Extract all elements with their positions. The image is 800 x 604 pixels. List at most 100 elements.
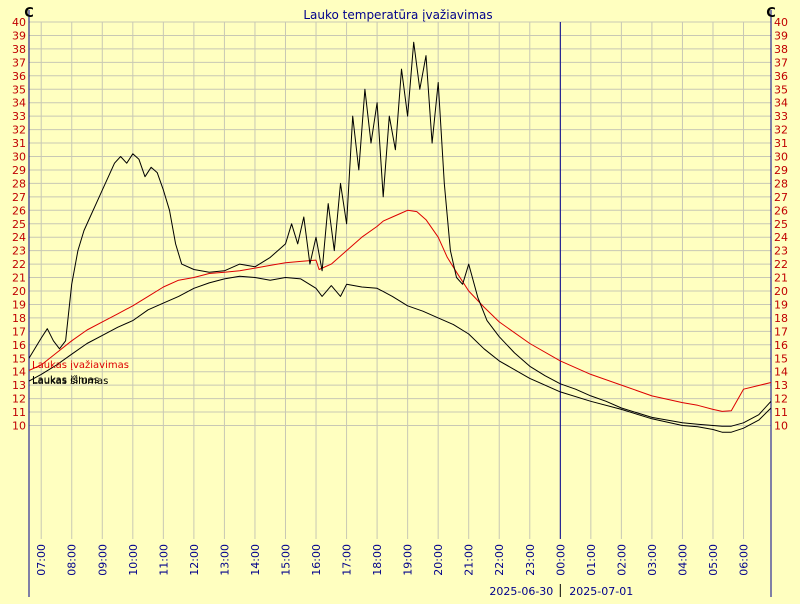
y-tick-label-right: 35	[774, 83, 788, 96]
x-tick-label: 22:00	[493, 544, 506, 576]
x-tick-label: 05:00	[707, 544, 720, 576]
series-line-1	[28, 209, 772, 412]
y-tick-label-right: 11	[774, 406, 788, 419]
y-tick-label-right: 22	[774, 258, 788, 271]
y-tick-label-left: 40	[12, 16, 26, 29]
y-tick-label-left: 30	[12, 151, 26, 164]
date-label-after: 2025-07-01	[569, 585, 633, 598]
y-tick-label-left: 12	[12, 393, 26, 406]
y-tick-label-left: 27	[12, 191, 26, 204]
series-line-3	[28, 275, 772, 433]
y-tick-label-left: 10	[12, 420, 26, 433]
y-tick-label-right: 37	[774, 56, 788, 69]
y-tick-label-left: 11	[12, 406, 26, 419]
x-tick-label: 03:00	[646, 544, 659, 576]
x-tick-label: 20:00	[432, 544, 445, 576]
y-tick-label-left: 16	[12, 339, 26, 352]
y-tick-label-left: 15	[12, 352, 26, 365]
x-tick-label: 17:00	[341, 544, 354, 576]
y-tick-label-right: 15	[774, 352, 788, 365]
y-tick-label-right: 21	[774, 272, 788, 285]
y-tick-label-right: 23	[774, 245, 788, 258]
y-tick-label-left: 20	[12, 285, 26, 298]
x-tick-label: 04:00	[676, 544, 689, 576]
y-tick-label-right: 38	[774, 43, 788, 56]
y-tick-label-right: 14	[774, 366, 788, 379]
x-tick-label: 19:00	[402, 544, 415, 576]
x-tick-label: 11:00	[157, 544, 170, 576]
y-tick-label-right: 17	[774, 325, 788, 338]
y-tick-label-left: 19	[12, 298, 26, 311]
x-tick-label: 09:00	[96, 544, 109, 576]
axes	[28, 10, 772, 597]
y-tick-label-left: 35	[12, 83, 26, 96]
unit-label-right: C	[766, 6, 776, 21]
y-tick-label-right: 36	[774, 70, 788, 83]
y-tick-label-left: 13	[12, 379, 26, 392]
y-tick-label-left: 38	[12, 43, 26, 56]
y-tick-label-right: 40	[774, 16, 788, 29]
x-tick-label: 01:00	[585, 544, 598, 576]
unit-label-left: C	[24, 6, 34, 21]
series-name-label: Laukas įvažiavimas	[32, 359, 129, 371]
date-label-before: 2025-06-30	[489, 585, 553, 598]
x-tick-label: 12:00	[188, 544, 201, 576]
grid	[29, 21, 771, 539]
y-tick-label-right: 32	[774, 124, 788, 137]
y-tick-label-left: 18	[12, 312, 26, 325]
y-tick-label-right: 16	[774, 339, 788, 352]
x-tick-label: 21:00	[463, 544, 476, 576]
y-tick-label-right: 29	[774, 164, 788, 177]
y-tick-label-left: 33	[12, 110, 26, 123]
y-tick-label-right: 13	[774, 379, 788, 392]
y-tick-label-right: 25	[774, 218, 788, 231]
series-name-label: Laukas išmas	[32, 374, 99, 386]
y-tick-label-right: 27	[774, 191, 788, 204]
y-tick-label-left: 23	[12, 245, 26, 258]
chart-title: Lauko temperatūra įvažiavimas	[303, 8, 492, 22]
x-tick-label: 16:00	[310, 544, 323, 576]
y-tick-label-right: 28	[774, 177, 788, 190]
x-tick-label: 15:00	[279, 544, 292, 576]
y-tick-label-left: 14	[12, 366, 26, 379]
x-tick-label: 13:00	[218, 544, 231, 576]
y-tick-label-right: 30	[774, 151, 788, 164]
y-tick-label-right: 18	[774, 312, 788, 325]
y-tick-label-left: 24	[12, 231, 26, 244]
y-tick-label-right: 33	[774, 110, 788, 123]
y-tick-label-left: 37	[12, 56, 26, 69]
y-tick-label-right: 26	[774, 204, 788, 217]
y-tick-label-right: 39	[774, 29, 788, 42]
x-tick-label: 02:00	[615, 544, 628, 576]
y-tick-label-right: 10	[774, 420, 788, 433]
x-tick-label: 07:00	[35, 544, 48, 576]
x-tick-label: 06:00	[738, 544, 751, 576]
x-tick-label: 23:00	[524, 544, 537, 576]
y-tick-label-left: 28	[12, 177, 26, 190]
x-tick-label: 14:00	[249, 544, 262, 576]
x-tick-label: 08:00	[66, 544, 79, 576]
y-tick-label-left: 29	[12, 164, 26, 177]
y-tick-label-left: 31	[12, 137, 26, 150]
series-name-label: Laukas šilumas	[32, 375, 108, 387]
series-lines	[28, 41, 772, 433]
y-tick-label-left: 21	[12, 272, 26, 285]
series-line-2	[28, 41, 772, 427]
y-tick-label-right: 34	[774, 97, 788, 110]
y-tick-label-left: 34	[12, 97, 26, 110]
y-tick-label-left: 22	[12, 258, 26, 271]
y-tick-label-right: 12	[774, 393, 788, 406]
x-tick-label: 10:00	[127, 544, 140, 576]
x-tick-label: 00:00	[554, 544, 567, 576]
y-tick-label-left: 32	[12, 124, 26, 137]
y-tick-label-left: 17	[12, 325, 26, 338]
x-tick-label: 18:00	[371, 544, 384, 576]
y-tick-label-right: 20	[774, 285, 788, 298]
y-tick-label-left: 36	[12, 70, 26, 83]
y-tick-label-right: 24	[774, 231, 788, 244]
y-tick-label-left: 39	[12, 29, 26, 42]
y-tick-label-right: 31	[774, 137, 788, 150]
